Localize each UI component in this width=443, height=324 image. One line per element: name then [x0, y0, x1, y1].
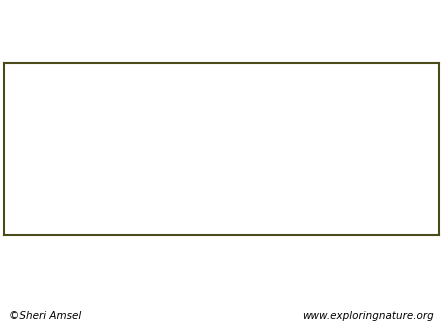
Text: ©Sheri Amsel: ©Sheri Amsel — [9, 311, 81, 321]
Text: www.exploringnature.org: www.exploringnature.org — [303, 311, 434, 321]
